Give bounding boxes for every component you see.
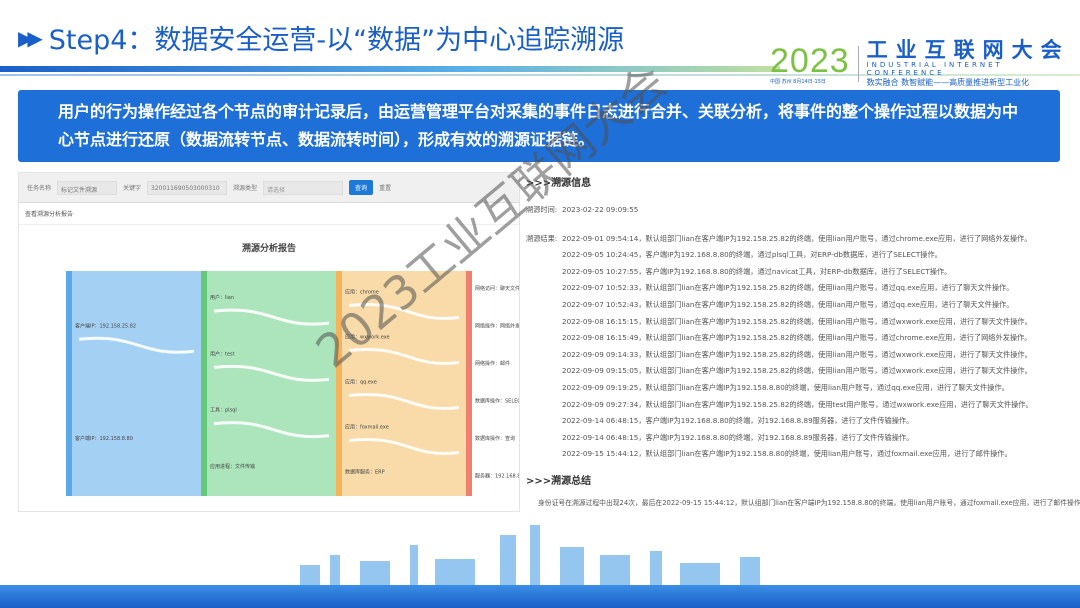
sankey-flow-gap [213,421,330,439]
search-button[interactable]: 查询 [349,180,374,195]
sankey-node-label: 用户：test [210,350,235,357]
trace-summary: 身份证号在溯源过程中出现24次，最后在2022-09-15 15:44:12，默… [538,498,1080,507]
sankey-node-label: 网络操作：邮件 [475,360,510,367]
logo-name-en: INDUSTRIAL INTERNET CONFERENCE [866,61,1003,77]
sankey-flow-gap [348,393,460,410]
sankey-node-label: 数据库操作：SELECT [475,397,519,404]
sankey-node-label: 应用：foxmail.exe [345,424,389,431]
task-name-input[interactable]: 标记文件溯源 [57,180,118,195]
sankey-flow-gap [78,336,195,354]
trace-result-text: 2022-09-15 15:44:12，默认组部门lian在客户端IP为192.… [562,449,1012,459]
slide-title: ▶▶ Step4：数据安全运营-以“数据”为中心追踪溯源 [18,18,624,57]
sankey-node-label: 网络访问：聊天文件 [475,285,519,292]
trace-result-row: 2022-09-07 10:52:43，默认组部门lian在客户端IP为192.… [526,300,1076,317]
filter-label: 溯源类型 [233,185,258,192]
sankey-flow [339,271,469,496]
trace-result-text: 2022-09-07 10:52:33，默认组部门lian在客户端IP为192.… [562,283,1014,293]
trace-results: 溯源结果: 2022-09-01 09:54:14，默认组部门lian在客户端IP… [526,234,1076,466]
trace-result-text: 2022-09-09 09:15:05，默认组部门lian在客户端IP为192.… [562,366,1032,376]
keyword-input[interactable]: 320011690503000310 [147,180,228,195]
trace-result-row: 2022-09-08 16:15:15，默认组部门lian在客户端IP为192.… [526,317,1076,334]
double-play-icon: ▶▶ [18,25,43,50]
conference-logo: 2023 中国·苏州 8月14日-15日 工业互联网大会 INDUSTRIAL … [770,40,1080,88]
sankey-diagram: 客户端IP：192.158.25.82 客户端IP：192.158.8.80 用户：… [66,271,519,496]
trace-result-text: 2022-09-08 16:15:49，默认组部门lian在客户端IP为192.… [562,333,1032,343]
sankey-node-label: 应用：chrome [345,289,379,296]
trace-time-row: 溯源时间: 2023-02-22 09:09:55 [526,205,1076,222]
sankey-node-label: 客户端IP：192.158.8.80 [75,435,133,442]
trace-time-label: 溯源时间: [526,205,558,214]
sankey-node-label: 服务器：192.168.8.89 [475,472,519,479]
reset-button[interactable]: 重置 [379,185,392,192]
trace-time-value: 2023-02-22 09:09:55 [562,205,639,214]
trace-result-row: 2022-09-05 10:27:55，客户端IP为192.168.8.80的终… [526,267,1076,284]
trace-info-heading: >>>溯源信息 [526,178,592,189]
sankey-flow [204,271,339,496]
logo-separator [857,46,859,82]
trace-analysis-screenshot: 任务名称 标记文件溯源 关键字 320011690503000310 溯源类型 … [18,172,520,512]
slide-title-text: Step4：数据安全运营-以“数据”为中心追踪溯源 [48,25,625,56]
sankey-node-label: 工具：plsql [210,408,237,414]
trace-summary-heading: >>>溯源总结 [526,475,592,487]
trace-result-row: 2022-09-05 10:24:45，客户端IP为192.168.8.80的终… [526,250,1076,267]
sankey-node-label: 数据库操作：查询 [475,435,515,442]
sankey-flow-gap [213,308,330,326]
trace-type-select[interactable]: 请选择 [263,180,344,195]
sankey-node-bar [466,271,472,496]
trace-result-text: 2022-09-05 10:27:55，客户端IP为192.168.8.80的终… [562,266,952,276]
trace-result-text: 2022-09-09 09:19:25，默认组部门lian在客户端IP为192.… [562,382,1009,392]
trace-result-text: 2022-09-07 10:52:43，默认组部门lian在客户端IP为192.… [562,299,1014,309]
sankey-node-bar [336,271,342,496]
filter-bar: 任务名称 标记文件溯源 关键字 320011690503000310 溯源类型 … [19,173,519,203]
trace-result-row: 2022-09-14 06:48:15，客户端IP为192.168.8.80的终… [526,433,1076,450]
sankey-flow-gap [348,438,460,455]
trace-result-text: 2022-09-05 10:24:45，客户端IP为192.168.8.80的终… [562,250,942,260]
trace-info-panel: >>>溯源信息 溯源时间: 2023-02-22 09:09:55 溯源结果: 20… [526,174,1080,507]
footer-band [0,585,1080,608]
city-skyline-decoration [300,525,760,585]
sankey-flow-gap [348,303,460,320]
sankey-node-label: 数据库服务：ERP [345,469,385,476]
sankey-node-label: 应用进程：文件传输 [210,463,255,470]
trace-result-row: 2022-09-09 09:15:05，默认组部门lian在客户端IP为192.… [526,366,1076,383]
sankey-node-bar [66,271,72,496]
sankey-flow-gap [348,348,460,365]
sankey-node-label: 应用：wxwork.exe [345,334,390,341]
sankey-node-label: 应用：qq.exe [345,379,377,386]
logo-slogan: 数实融合 数智赋能——高质量推进新型工业化 [866,78,1030,87]
trace-result-label: 溯源结果: [526,233,558,243]
report-title: 溯源分析报告 [241,244,296,254]
trace-result-row: 2022-09-15 15:44:12，默认组部门lian在客户端IP为192.… [526,449,1076,466]
trace-result-text: 2022-09-09 09:27:34，默认组部门lian在客户端IP为192.… [562,399,1033,409]
trace-result-text: 2022-09-08 16:15:15，默认组部门lian在客户端IP为192.… [562,316,1032,326]
trace-result-row: 2022-09-09 09:27:34，默认组部门lian在客户端IP为192.… [526,400,1076,417]
trace-result-row: 2022-09-09 09:19:25，默认组部门lian在客户端IP为192.… [526,383,1076,400]
sankey-node-label: 网络操作：网络外发 [475,322,519,329]
header-divider [0,66,780,72]
trace-result-row: 2022-09-08 16:15:49，默认组部门lian在客户端IP为192.… [526,333,1076,350]
breadcrumb: 查看溯源分析报告 [19,203,519,225]
trace-result-text: 2022-09-14 06:48:15，客户端IP为192.168.8.80的终… [562,416,914,426]
logo-year: 2023 [770,41,850,80]
filter-label: 关键字 [123,185,142,192]
sankey-node-label: 用户：lian [210,294,234,301]
filter-label: 任务名称 [27,185,52,192]
sankey-node-bar [201,271,207,496]
header-divider-thin [0,74,1080,76]
trace-result-row: 2022-09-07 10:52:33，默认组部门lian在客户端IP为192.… [526,283,1076,300]
sankey-flow [69,271,204,496]
trace-result-text: 2022-09-09 09:14:33，默认组部门lian在客户端IP为192.… [562,349,1032,359]
trace-result-row: 溯源结果: 2022-09-01 09:54:14，默认组部门lian在客户端IP… [526,234,1076,251]
logo-date: 中国·苏州 8月14日-15日 [770,78,826,85]
trace-result-text: 2022-09-01 09:54:14，默认组部门lian在客户端IP为192.… [562,233,1032,243]
trace-result-row: 2022-09-09 09:14:33，默认组部门lian在客户端IP为192.… [526,350,1076,367]
logo-name-cn: 工业互联网大会 [866,38,1070,62]
trace-result-text: 2022-09-14 06:48:15，客户端IP为192.168.8.80的终… [562,432,914,442]
sankey-node-label: 客户端IP：192.158.25.82 [75,322,136,329]
description-banner: 用户的行为操作经过各个节点的审计记录后，由运营管理平台对采集的事件日志进行合并、… [18,90,1060,162]
trace-result-row: 2022-09-14 06:48:15，客户端IP为192.168.8.80的终… [526,416,1076,433]
sankey-flow-gap [213,364,330,382]
